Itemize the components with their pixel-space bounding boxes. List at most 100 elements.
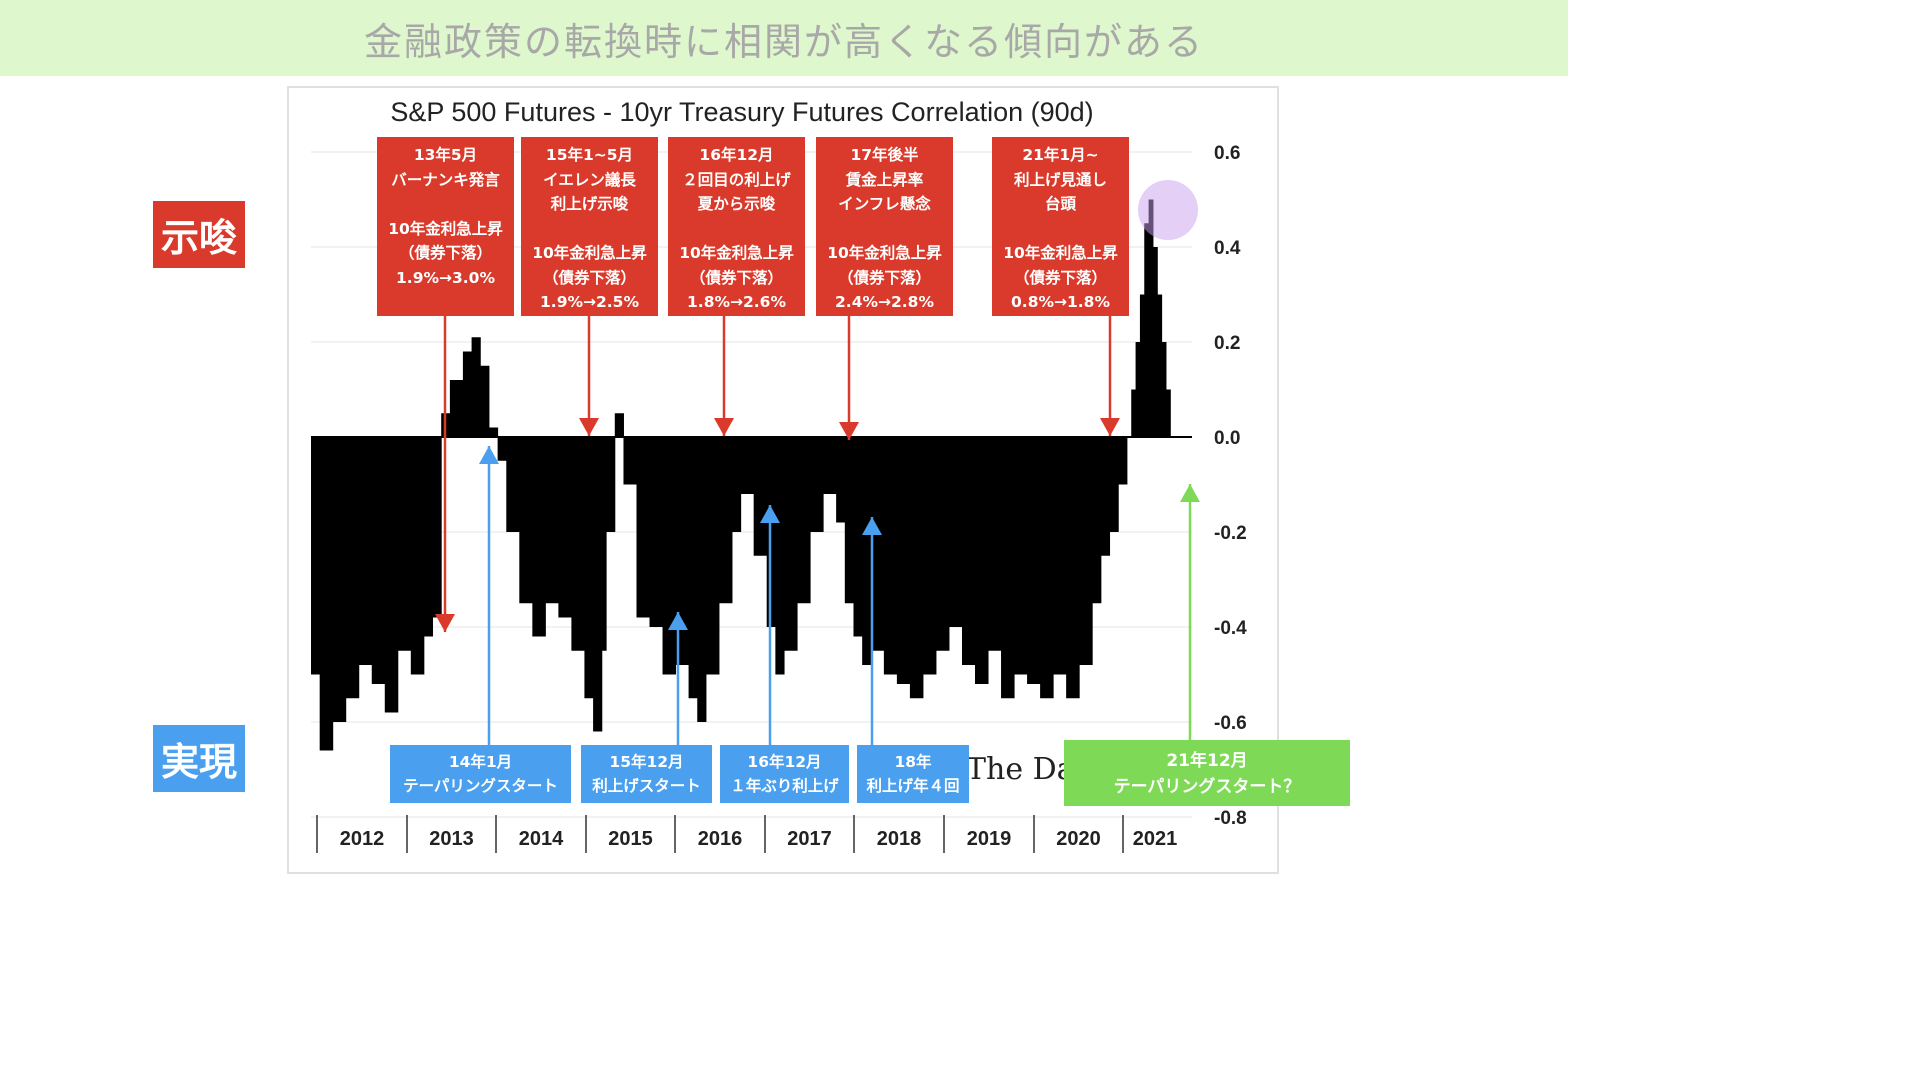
callout-2021-outlook: 21年1月~ 利上げ見通し 台頭 10年金利急上昇 （債券下落） 0.8%→1.… (992, 137, 1129, 316)
area-bar (1135, 342, 1141, 437)
area-bar (1118, 437, 1128, 485)
area-bar (1100, 437, 1111, 556)
area-bar (753, 437, 768, 556)
area-bar (593, 437, 603, 732)
area-bar (423, 437, 434, 637)
annotation-arrows (435, 316, 1200, 745)
y-tick-label: 0.0 (1214, 428, 1240, 449)
area-bar (506, 437, 520, 532)
area-bar (731, 437, 742, 532)
area-bar (675, 437, 690, 665)
x-tick-label: 2021 (1133, 828, 1178, 850)
area-bar (896, 437, 911, 684)
callout-2021-tapering: 21年12月 テーパリングスタート？ (1064, 740, 1350, 806)
area-bar (784, 437, 798, 651)
callout-2014-tapering: 14年1月 テーパリングスタート (390, 745, 571, 803)
correlation-area (311, 199, 1192, 751)
area-bar (853, 437, 863, 637)
arrow-2018-blue-head (862, 517, 882, 535)
area-bar (319, 437, 334, 751)
x-tick-label: 2019 (967, 828, 1012, 850)
area-bar (823, 437, 837, 494)
arrow-2016-blue-head (760, 505, 780, 523)
x-tick-label: 2013 (429, 828, 474, 850)
label-suggestion: 示唆 (153, 201, 245, 268)
area-bar (471, 337, 481, 437)
area-bar (844, 437, 854, 604)
area-bar (988, 437, 1002, 651)
chart-frame (287, 86, 1279, 874)
area-bar (697, 437, 707, 722)
callout-2015-hike-start: 15年12月 利上げスタート (581, 745, 712, 803)
area-bar (311, 437, 321, 675)
highlight-circle (1138, 180, 1198, 240)
y-tick-label: 0.2 (1214, 333, 1240, 354)
area-bar (532, 437, 546, 637)
area-bar (1053, 437, 1067, 675)
area-bar (497, 437, 507, 461)
area-bar (1148, 199, 1154, 437)
callout-2016-hike: 16年12月 １年ぶり利上げ (720, 745, 849, 803)
arrow-2021-head (1100, 418, 1120, 436)
area-bar (688, 437, 698, 699)
area-bar (1131, 389, 1137, 437)
area-bar (384, 437, 399, 713)
area-bar (397, 437, 412, 651)
area-bar (636, 437, 651, 618)
area-bar (1066, 437, 1080, 699)
x-axis: 2012 2013 2014 2015 2016 2017 2018 2019 2020 2021 (316, 815, 1178, 853)
area-bar (601, 437, 607, 651)
area-bar (775, 437, 785, 675)
x-tick-label: 2020 (1056, 828, 1101, 850)
area-bar (797, 437, 811, 604)
area-bar (410, 437, 425, 675)
area-bar (345, 437, 360, 699)
area-bar (649, 437, 664, 627)
area-bar (740, 437, 755, 494)
area-bar (571, 437, 585, 651)
arrow-2016-head (714, 418, 734, 436)
callout-2018-hikes: 18年 利上げ年４回 (857, 745, 969, 803)
area-bar (606, 437, 616, 532)
x-tick-label: 2012 (340, 828, 385, 850)
area-bar (449, 380, 464, 437)
area-bar (488, 427, 499, 437)
banner-title: 金融政策の転換時に相関が高くなる傾向がある (363, 19, 1204, 64)
area-bar (1109, 437, 1119, 532)
callout-2015-yellen: 15年1~5月 イエレン議長 利上げ示唆 10年金利急上昇 （債券下落） 1.9… (521, 137, 658, 316)
arrow-2013-head (435, 614, 455, 632)
callout-2013-bernanke: 13年5月 バーナンキ発言 10年金利急上昇 （債券下落） 1.9%→3.0% (377, 137, 514, 316)
area-bar (948, 437, 963, 627)
y-tick-label: -0.6 (1214, 713, 1247, 734)
area-bar (1139, 294, 1145, 437)
area-bar (870, 437, 885, 651)
area-bar (1027, 437, 1041, 684)
x-tick-label: 2017 (787, 828, 832, 850)
area-bar (836, 437, 846, 523)
arrow-2017-head (839, 422, 859, 440)
area-bar (519, 437, 533, 604)
area-bar (1040, 437, 1054, 699)
area-bar (432, 437, 442, 618)
area-bar (705, 437, 720, 675)
correlation-chart: S&P 500 Futures - 10yr Treasury Futures … (311, 97, 1247, 853)
callout-2017-inflation: 17年後半 賃金上昇率 インフレ懸念 10年金利急上昇 （債券下落） 2.4%→… (816, 137, 953, 316)
x-tick-label: 2016 (698, 828, 743, 850)
source-watermark: The Da (966, 752, 1075, 787)
area-bar (1165, 389, 1171, 437)
area-bar (332, 437, 347, 722)
area-bar (1001, 437, 1015, 699)
label-realization: 実現 (153, 725, 245, 792)
area-bar (935, 437, 950, 651)
area-bar (766, 437, 776, 627)
x-tick-label: 2014 (519, 828, 564, 850)
area-bar (883, 437, 898, 675)
area-bar (462, 351, 473, 437)
area-bar (909, 437, 924, 699)
arrow-2021-green-head (1180, 484, 1200, 502)
area-bar (1161, 342, 1167, 437)
x-tick-label: 2015 (608, 828, 653, 850)
y-tick-label: -0.8 (1214, 808, 1247, 829)
area-bar (1144, 223, 1150, 437)
area-bar (1157, 294, 1163, 437)
